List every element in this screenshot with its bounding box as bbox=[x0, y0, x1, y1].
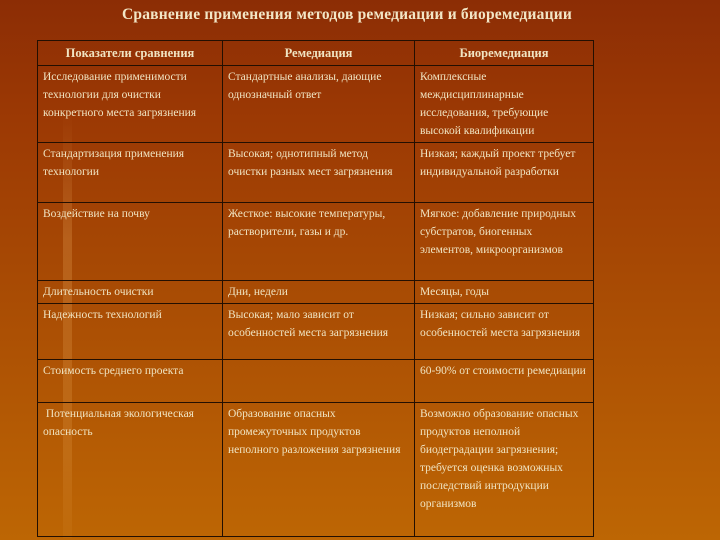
header-row: Показатели сравнения Ремедиация Биоремед… bbox=[37, 40, 594, 66]
table-row: Потенциальная экологическая опасность Об… bbox=[37, 402, 594, 537]
table-cell: Исследование применимости технологии для… bbox=[37, 65, 223, 143]
table-row: Исследование применимости технологии для… bbox=[37, 65, 594, 143]
table-cell: Дни, недели bbox=[222, 280, 415, 304]
table-cell: Низкая; каждый проект требует индивидуал… bbox=[414, 142, 594, 203]
table-cell: Комплексные междисциплинарные исследован… bbox=[414, 65, 594, 143]
table-cell: Высокая; мало зависит от особенностей ме… bbox=[222, 303, 415, 360]
table-cell: Потенциальная экологическая опасность bbox=[37, 402, 223, 537]
table-cell: Низкая; сильно зависит от особенностей м… bbox=[414, 303, 594, 360]
table-cell bbox=[222, 359, 415, 403]
column-header-remediation: Ремедиация bbox=[222, 40, 415, 66]
table-row: Стоимость среднего проекта 60-90% от сто… bbox=[37, 359, 594, 403]
table-cell: Длительность очистки bbox=[37, 280, 223, 304]
table-cell: Мягкое: добавление природных субстратов,… bbox=[414, 202, 594, 281]
table-cell: Стандартизация применения технологии bbox=[37, 142, 223, 203]
table-row: Длительность очистки Дни, недели Месяцы,… bbox=[37, 280, 594, 304]
table-cell: Жесткое: высокие температуры, растворите… bbox=[222, 202, 415, 281]
comparison-table: Показатели сравнения Ремедиация Биоремед… bbox=[37, 40, 594, 537]
table-cell: Месяцы, годы bbox=[414, 280, 594, 304]
table-cell: Надежность технологий bbox=[37, 303, 223, 360]
slide-title: Сравнение применения методов ремедиации … bbox=[121, 6, 573, 23]
table-cell: Стоимость среднего проекта bbox=[37, 359, 223, 403]
table-cell: Воздействие на почву bbox=[37, 202, 223, 281]
table-cell: Образование опасных промежуточных продук… bbox=[222, 402, 415, 537]
table-cell: Стандартные анализы, дающие однозначный … bbox=[222, 65, 415, 143]
table-cell: Высокая; однотипный метод очистки разных… bbox=[222, 142, 415, 203]
table-cell: Возможно образование опасных продуктов н… bbox=[414, 402, 594, 537]
column-header-bioremediation: Биоремедиация bbox=[414, 40, 594, 66]
comparison-table-container: Показатели сравнения Ремедиация Биоремед… bbox=[37, 40, 594, 537]
table-row: Надежность технологий Высокая; мало зави… bbox=[37, 303, 594, 360]
table-row: Воздействие на почву Жесткое: высокие те… bbox=[37, 202, 594, 281]
column-header-indicators: Показатели сравнения bbox=[37, 40, 223, 66]
table-cell: 60-90% от стоимости ремедиации bbox=[414, 359, 594, 403]
table-row: Стандартизация применения технологии Выс… bbox=[37, 142, 594, 203]
